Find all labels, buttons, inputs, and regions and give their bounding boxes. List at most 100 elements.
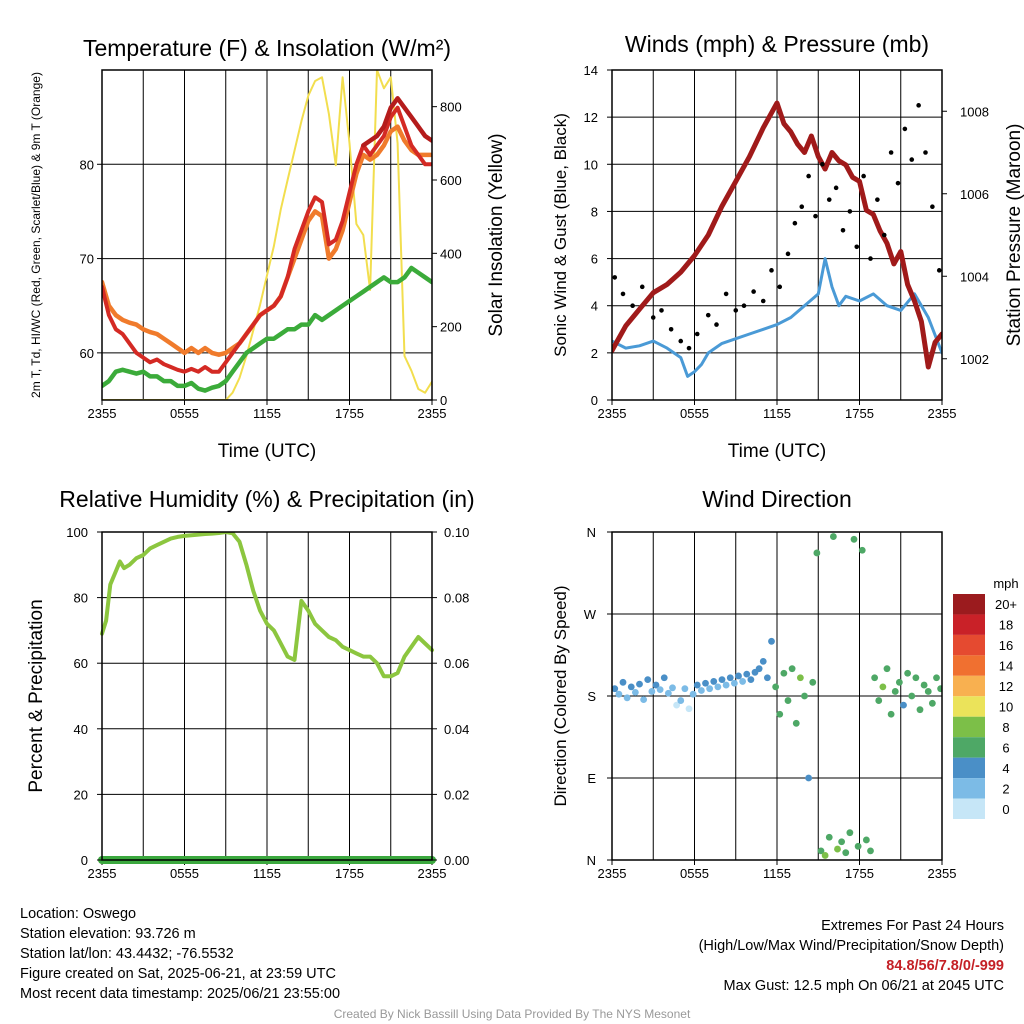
gust-point xyxy=(785,251,791,257)
legend-label: 20+ xyxy=(995,597,1017,612)
x-tick-label: 1755 xyxy=(845,866,874,881)
x-tick-label: 0555 xyxy=(680,406,709,421)
gust-point xyxy=(875,197,880,202)
direction-point xyxy=(685,705,693,713)
direction-point xyxy=(821,852,829,859)
plot-frame xyxy=(101,531,433,861)
gust-point xyxy=(923,150,928,155)
direction-point xyxy=(673,701,681,709)
x-tick-label: 1155 xyxy=(763,406,791,421)
x-tick-label: 0555 xyxy=(170,406,199,421)
direction-point xyxy=(887,710,895,718)
direction-point xyxy=(768,637,775,645)
direction-point xyxy=(883,665,891,673)
direction-point xyxy=(780,669,788,677)
gust-point xyxy=(833,185,839,191)
gust-point xyxy=(916,103,921,108)
y-tick-label: 12 xyxy=(584,110,598,125)
gust-point xyxy=(639,284,645,290)
y2-tick-label: 0.10 xyxy=(444,525,469,540)
gust-point xyxy=(705,312,711,318)
legend-swatch xyxy=(953,675,985,697)
y-tick-label: 0 xyxy=(81,853,88,868)
x-tick-label: 1755 xyxy=(845,406,874,421)
y-tick-label: 8 xyxy=(591,204,598,219)
gust-point xyxy=(630,303,635,309)
direction-point xyxy=(702,679,709,687)
y2-tick-label: 0.04 xyxy=(444,722,469,737)
gust-point xyxy=(799,204,805,210)
direction-point xyxy=(693,681,701,689)
y-axis-label: Sonic Wind & Gust (Blue, Black) xyxy=(551,113,570,357)
direction-point xyxy=(904,669,912,677)
direction-point xyxy=(912,674,920,682)
y2-axis-label: Station Pressure (Maroon) xyxy=(1004,124,1024,347)
gust-point xyxy=(826,197,832,202)
gust-point xyxy=(813,213,818,219)
gust-point xyxy=(840,227,846,233)
extremes-fields: (High/Low/Max Wind/Precipitation/Snow De… xyxy=(698,938,1004,954)
y-tick-label: 14 xyxy=(584,63,598,78)
direction-point xyxy=(854,842,862,850)
legend-label: 16 xyxy=(999,638,1013,653)
x-tick-label: 2355 xyxy=(598,406,627,421)
legend-swatch xyxy=(953,655,985,676)
most-recent-timestamp: Most recent data timestamp: 2025/06/21 2… xyxy=(20,986,341,1002)
gust-point xyxy=(659,308,664,313)
y-tick-label: 60 xyxy=(74,656,88,671)
y-tick-label: 10 xyxy=(584,157,598,172)
y-tick-label: W xyxy=(584,607,597,622)
extremes-values: 84.8/56/7.8/0/-999 xyxy=(886,958,1004,974)
direction-point xyxy=(838,838,846,846)
gust-point xyxy=(686,345,692,351)
y-tick-label: 6 xyxy=(591,252,598,267)
direction-point xyxy=(772,683,780,691)
chart-title: Winds (mph) & Pressure (mb) xyxy=(625,31,929,57)
direction-point xyxy=(718,676,726,683)
legend-swatch xyxy=(953,614,985,635)
legend-swatch xyxy=(953,634,985,656)
y-tick-label: 20 xyxy=(74,787,88,802)
direction-point xyxy=(664,689,672,697)
direction-point xyxy=(858,546,866,554)
direction-point xyxy=(875,697,883,704)
plot-area-temperature xyxy=(102,70,432,400)
series-line-sonic-wind xyxy=(612,257,942,378)
direction-point xyxy=(640,696,648,704)
direction-point xyxy=(636,680,643,688)
legend-label: 18 xyxy=(999,618,1013,633)
gust-point xyxy=(612,275,618,280)
gust-point xyxy=(733,308,739,313)
y-tick-label: E xyxy=(587,771,596,786)
gust-point xyxy=(723,291,729,297)
direction-point xyxy=(805,774,813,782)
plot-area-wind-direction xyxy=(612,533,942,859)
direction-point xyxy=(739,678,747,685)
y-tick-label: N xyxy=(587,525,596,540)
gust-point xyxy=(806,173,811,179)
direction-point xyxy=(813,549,821,557)
direction-point xyxy=(710,678,718,685)
direction-point xyxy=(706,685,714,693)
legend-swatch xyxy=(953,778,985,799)
direction-point xyxy=(623,694,631,702)
x-tick-label: 1755 xyxy=(335,406,364,421)
legend-label: 2 xyxy=(1002,781,1009,796)
direction-point xyxy=(615,690,623,698)
gust-point xyxy=(861,173,866,179)
gust-point xyxy=(909,157,915,162)
direction-point xyxy=(759,657,767,665)
chart-title: Temperature (F) & Insolation (W/m²) xyxy=(83,35,451,61)
y-axis-label: Direction (Colored By Speed) xyxy=(551,585,570,806)
y2-tick-label: 1002 xyxy=(960,352,989,367)
direction-point xyxy=(677,697,685,704)
direction-point xyxy=(867,847,874,855)
y-tick-label: S xyxy=(587,689,596,704)
direction-point xyxy=(842,849,850,857)
y2-tick-label: 400 xyxy=(440,246,462,261)
direction-point xyxy=(631,688,639,696)
series-line-2m-td xyxy=(102,265,432,393)
direction-point xyxy=(846,829,854,837)
chart-title: Relative Humidity (%) & Precipitation (i… xyxy=(59,486,474,512)
y2-axis-label: Solar Insolation (Yellow) xyxy=(486,133,507,336)
